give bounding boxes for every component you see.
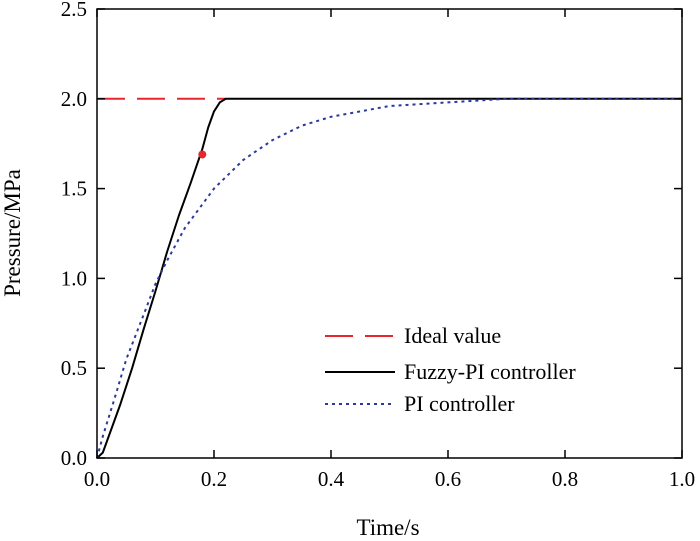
legend-label-fuzzy-pi-controller: Fuzzy-PI controller <box>404 359 576 384</box>
x-tick-label: 0.8 <box>552 467 578 491</box>
plot-frame <box>96 8 683 459</box>
marker-point <box>198 150 207 159</box>
x-axis-label: Time/s <box>356 515 419 540</box>
x-tick-label: 0.0 <box>84 467 110 491</box>
y-tick-label: 1.0 <box>61 266 87 290</box>
y-tick-label: 1.5 <box>61 177 87 201</box>
x-tick-label: 1.0 <box>669 467 695 491</box>
y-tick-label: 0.5 <box>61 356 87 380</box>
legend-label-pi-controller: PI controller <box>404 391 515 416</box>
ticks: 0.0 0.2 0.4 0.6 0.8 1.0 0.0 0.5 1.0 1.5 2.0 2.5 <box>61 0 695 491</box>
series-line-fuzzy-pi-controller <box>96 97 682 459</box>
y-tick-label: 2.5 <box>61 0 87 21</box>
y-axis-label: Pressure/MPa <box>0 169 25 297</box>
y-tick-label: 2.0 <box>61 87 87 111</box>
plot-lines <box>96 97 682 459</box>
x-tick-label: 0.6 <box>435 467 461 491</box>
legend: Ideal value Fuzzy-PI controller PI contr… <box>325 323 576 416</box>
x-tick-label: 0.2 <box>201 467 227 491</box>
y-tick-label: 0.0 <box>61 446 87 470</box>
x-tick-label: 0.4 <box>318 467 345 491</box>
series-line-pi-controller <box>96 97 682 459</box>
axes <box>96 8 683 459</box>
legend-label-ideal-value: Ideal value <box>404 323 501 348</box>
